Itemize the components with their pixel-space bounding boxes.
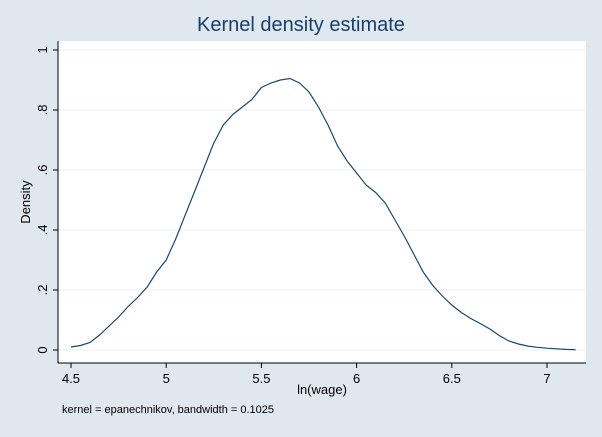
x-tick-label: 5.5 bbox=[252, 371, 270, 386]
kernel-note: kernel = epanechnikov, bandwidth = 0.102… bbox=[62, 404, 275, 416]
y-tick-label: .6 bbox=[35, 165, 50, 176]
x-tick-label: 7 bbox=[543, 371, 550, 386]
y-axis-title: Density bbox=[18, 180, 33, 224]
plot-region bbox=[58, 41, 586, 363]
density-curve bbox=[70, 77, 576, 351]
y-tick-label: 1 bbox=[35, 46, 50, 53]
axes: 0 .2 .4 .6 .8 1 4.5 5 5.5 6 6.5 7 bbox=[35, 41, 586, 386]
y-tick-label: .4 bbox=[35, 225, 50, 236]
x-axis-title: ln(wage) bbox=[297, 382, 347, 397]
series-layer bbox=[70, 77, 576, 351]
x-tick-label: 6.5 bbox=[443, 371, 461, 386]
y-tick-label: .2 bbox=[35, 285, 50, 296]
y-tick-label: 0 bbox=[35, 346, 50, 353]
chart-title: Kernel density estimate bbox=[197, 14, 405, 36]
y-tick-label: .8 bbox=[35, 105, 50, 116]
grid-lines bbox=[58, 49, 586, 351]
x-tick-label: 6 bbox=[353, 371, 360, 386]
x-tick-label: 5 bbox=[163, 371, 170, 386]
x-tick-label: 4.5 bbox=[62, 371, 80, 386]
